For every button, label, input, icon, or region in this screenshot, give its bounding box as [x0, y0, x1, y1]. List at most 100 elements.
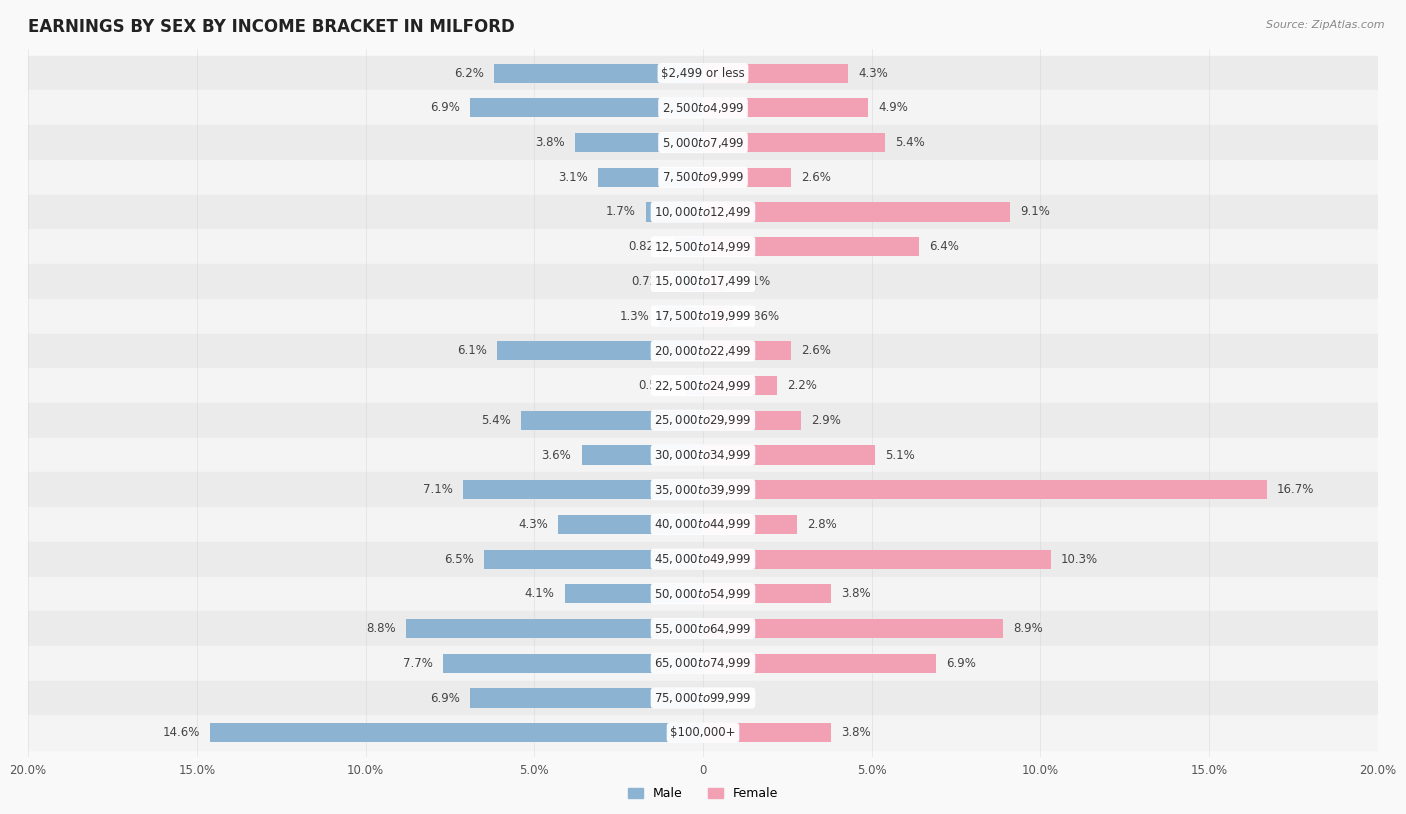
Bar — [599, 168, 703, 187]
Bar — [703, 619, 1004, 638]
Bar — [703, 584, 831, 603]
Bar — [28, 264, 1378, 299]
Bar — [28, 646, 1378, 681]
Bar — [28, 195, 1378, 230]
Bar — [28, 681, 1378, 716]
Bar — [28, 576, 1378, 611]
Text: 2.6%: 2.6% — [801, 171, 831, 184]
Bar — [703, 168, 790, 187]
Legend: Male, Female: Male, Female — [628, 787, 778, 800]
Bar — [703, 549, 1050, 569]
Bar — [28, 299, 1378, 334]
Bar — [703, 341, 790, 361]
Text: 8.9%: 8.9% — [1014, 622, 1043, 635]
Bar — [28, 230, 1378, 264]
Text: 0.86%: 0.86% — [742, 309, 779, 322]
Bar — [558, 515, 703, 534]
Text: 6.9%: 6.9% — [430, 692, 460, 704]
Text: 4.9%: 4.9% — [879, 102, 908, 114]
Bar — [470, 98, 703, 117]
Bar — [498, 341, 703, 361]
Bar — [703, 411, 801, 430]
Bar — [703, 203, 1010, 221]
Text: 1.7%: 1.7% — [606, 205, 636, 218]
Text: 4.1%: 4.1% — [524, 588, 554, 601]
Text: 16.7%: 16.7% — [1277, 484, 1315, 497]
Text: $65,000 to $74,999: $65,000 to $74,999 — [654, 656, 752, 670]
Bar — [703, 445, 875, 465]
Text: 1.3%: 1.3% — [619, 309, 650, 322]
Text: 2.8%: 2.8% — [807, 518, 838, 531]
Text: Source: ZipAtlas.com: Source: ZipAtlas.com — [1267, 20, 1385, 30]
Bar — [28, 438, 1378, 472]
Bar — [28, 542, 1378, 576]
Text: 5.1%: 5.1% — [886, 449, 915, 462]
Text: $50,000 to $54,999: $50,000 to $54,999 — [654, 587, 752, 601]
Bar — [703, 98, 869, 117]
Bar — [28, 160, 1378, 195]
Text: 0.82%: 0.82% — [628, 240, 665, 253]
Bar — [703, 237, 920, 256]
Text: 4.3%: 4.3% — [517, 518, 548, 531]
Text: 0.61%: 0.61% — [734, 275, 770, 288]
Bar — [703, 376, 778, 395]
Text: 6.9%: 6.9% — [946, 657, 976, 670]
Bar — [28, 403, 1378, 438]
Bar — [703, 307, 733, 326]
Bar — [28, 507, 1378, 542]
Text: 10.3%: 10.3% — [1060, 553, 1098, 566]
Text: $75,000 to $99,999: $75,000 to $99,999 — [654, 691, 752, 705]
Text: 0.72%: 0.72% — [631, 275, 669, 288]
Text: 6.4%: 6.4% — [929, 240, 959, 253]
Bar — [443, 654, 703, 673]
Text: $25,000 to $29,999: $25,000 to $29,999 — [654, 414, 752, 427]
Bar — [28, 90, 1378, 125]
Text: 14.6%: 14.6% — [163, 726, 200, 739]
Bar — [675, 237, 703, 256]
Text: 6.2%: 6.2% — [454, 67, 484, 80]
Bar — [28, 368, 1378, 403]
Text: $2,500 to $4,999: $2,500 to $4,999 — [662, 101, 744, 115]
Bar — [28, 472, 1378, 507]
Text: $5,000 to $7,499: $5,000 to $7,499 — [662, 136, 744, 150]
Text: EARNINGS BY SEX BY INCOME BRACKET IN MILFORD: EARNINGS BY SEX BY INCOME BRACKET IN MIL… — [28, 18, 515, 36]
Text: $22,500 to $24,999: $22,500 to $24,999 — [654, 379, 752, 392]
Bar — [645, 203, 703, 221]
Bar — [565, 584, 703, 603]
Text: 3.8%: 3.8% — [536, 136, 565, 149]
Text: 9.1%: 9.1% — [1021, 205, 1050, 218]
Text: $30,000 to $34,999: $30,000 to $34,999 — [654, 448, 752, 462]
Text: 3.8%: 3.8% — [841, 726, 870, 739]
Text: 6.9%: 6.9% — [430, 102, 460, 114]
Bar — [575, 133, 703, 152]
Bar — [28, 125, 1378, 160]
Text: 2.9%: 2.9% — [811, 414, 841, 427]
Text: 6.5%: 6.5% — [444, 553, 474, 566]
Bar — [582, 445, 703, 465]
Text: $17,500 to $19,999: $17,500 to $19,999 — [654, 309, 752, 323]
Bar — [703, 654, 936, 673]
Text: 2.2%: 2.2% — [787, 379, 817, 392]
Bar — [406, 619, 703, 638]
Bar — [494, 63, 703, 83]
Text: 2.6%: 2.6% — [801, 344, 831, 357]
Bar — [470, 689, 703, 707]
Bar — [464, 480, 703, 499]
Text: $7,500 to $9,999: $7,500 to $9,999 — [662, 170, 744, 184]
Bar — [703, 63, 848, 83]
Bar — [703, 515, 797, 534]
Bar — [484, 549, 703, 569]
Bar — [28, 716, 1378, 750]
Bar — [211, 723, 703, 742]
Text: $2,499 or less: $2,499 or less — [661, 67, 745, 80]
Text: $100,000+: $100,000+ — [671, 726, 735, 739]
Text: $20,000 to $22,499: $20,000 to $22,499 — [654, 344, 752, 358]
Bar — [703, 723, 831, 742]
Bar — [520, 411, 703, 430]
Text: 8.8%: 8.8% — [367, 622, 396, 635]
Text: $12,500 to $14,999: $12,500 to $14,999 — [654, 239, 752, 254]
Text: 4.3%: 4.3% — [858, 67, 889, 80]
Text: 3.1%: 3.1% — [558, 171, 588, 184]
Bar — [28, 611, 1378, 646]
Text: 7.7%: 7.7% — [404, 657, 433, 670]
